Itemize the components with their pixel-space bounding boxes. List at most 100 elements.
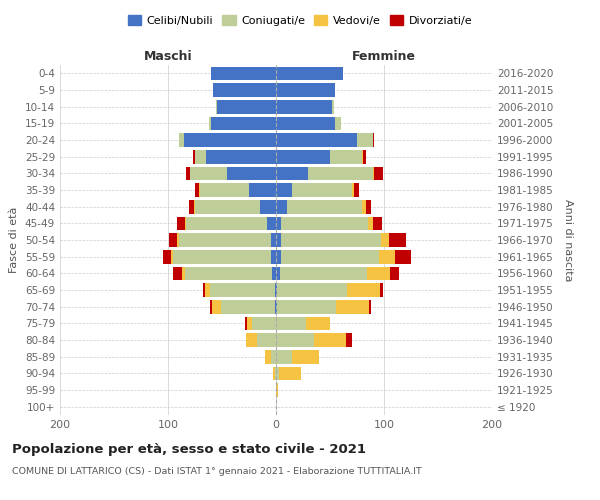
Bar (280, 266, 367, 280)
Bar (395, 250, 411, 264)
Text: COMUNE DI LATTARICO (CS) - Dati ISTAT 1° gennaio 2021 - Elaborazione TUTTITALIA.: COMUNE DI LATTARICO (CS) - Dati ISTAT 1°… (12, 468, 422, 476)
Bar (212, 300, 221, 314)
Bar (281, 216, 368, 230)
Bar (276, 100, 332, 114)
Bar (276, 350, 292, 364)
Bar (200, 183, 249, 197)
Bar (179, 233, 271, 247)
Bar (347, 283, 380, 297)
Bar (209, 116, 211, 130)
Bar (195, 200, 260, 213)
Bar (308, 166, 373, 180)
Bar (190, 166, 227, 180)
Bar (176, 216, 185, 230)
Bar (281, 233, 381, 247)
Bar (185, 266, 272, 280)
Bar (368, 216, 373, 230)
Bar (187, 166, 190, 180)
Bar (272, 266, 276, 280)
Bar (276, 383, 278, 397)
Bar (276, 116, 335, 130)
Bar (314, 333, 346, 347)
Bar (276, 366, 279, 380)
Bar (379, 250, 395, 264)
Bar (330, 150, 362, 164)
Bar (217, 100, 276, 114)
Bar (227, 166, 276, 180)
Bar (210, 283, 275, 297)
Bar (271, 350, 276, 364)
Bar (221, 300, 275, 314)
Bar (276, 183, 292, 197)
Bar (276, 333, 314, 347)
Bar (277, 283, 347, 297)
Bar (257, 333, 276, 347)
Bar (373, 133, 374, 147)
Bar (215, 100, 217, 114)
Bar (362, 150, 364, 164)
Text: Popolazione per età, sesso e stato civile - 2021: Popolazione per età, sesso e stato civil… (12, 442, 366, 456)
Bar (249, 183, 276, 197)
Bar (265, 350, 271, 364)
Bar (292, 350, 319, 364)
Bar (364, 150, 365, 164)
Bar (252, 316, 276, 330)
Bar (211, 66, 276, 80)
Bar (211, 116, 276, 130)
Bar (276, 233, 281, 247)
Bar (193, 150, 195, 164)
Bar (367, 266, 391, 280)
Bar (279, 366, 301, 380)
Bar (389, 233, 406, 247)
Bar (184, 133, 276, 147)
Bar (332, 100, 334, 114)
Y-axis label: Fasce di età: Fasce di età (10, 207, 19, 273)
Bar (373, 166, 374, 180)
Bar (195, 150, 206, 164)
Bar (391, 266, 399, 280)
Bar (381, 233, 389, 247)
Bar (179, 133, 184, 147)
Bar (276, 250, 281, 264)
Bar (203, 283, 205, 297)
Bar (268, 216, 276, 230)
Bar (194, 200, 195, 213)
Bar (365, 200, 371, 213)
Bar (306, 316, 330, 330)
Bar (276, 166, 308, 180)
Bar (271, 250, 276, 264)
Bar (362, 200, 365, 213)
Bar (169, 233, 176, 247)
Bar (275, 300, 276, 314)
Bar (276, 266, 280, 280)
Bar (292, 183, 352, 197)
Bar (205, 283, 210, 297)
Text: Maschi: Maschi (143, 50, 193, 62)
Bar (373, 216, 382, 230)
Bar (214, 83, 276, 97)
Bar (374, 166, 383, 180)
Legend: Celibi/Nubili, Coniugati/e, Vedovi/e, Divorziati/e: Celibi/Nubili, Coniugati/e, Vedovi/e, Di… (124, 10, 476, 30)
Bar (260, 200, 276, 213)
Bar (276, 283, 277, 297)
Bar (246, 333, 257, 347)
Bar (352, 183, 354, 197)
Bar (337, 300, 369, 314)
Bar (276, 83, 335, 97)
Bar (369, 300, 371, 314)
Y-axis label: Anni di nascita: Anni di nascita (563, 198, 573, 281)
Bar (247, 316, 252, 330)
Bar (163, 250, 171, 264)
Bar (275, 283, 276, 297)
Bar (195, 183, 199, 197)
Bar (276, 150, 330, 164)
Bar (199, 183, 200, 197)
Bar (346, 333, 352, 347)
Text: Femmine: Femmine (352, 50, 416, 62)
Bar (276, 66, 343, 80)
Bar (354, 183, 359, 197)
Bar (171, 250, 173, 264)
Bar (380, 283, 383, 297)
Bar (271, 233, 276, 247)
Bar (275, 366, 276, 380)
